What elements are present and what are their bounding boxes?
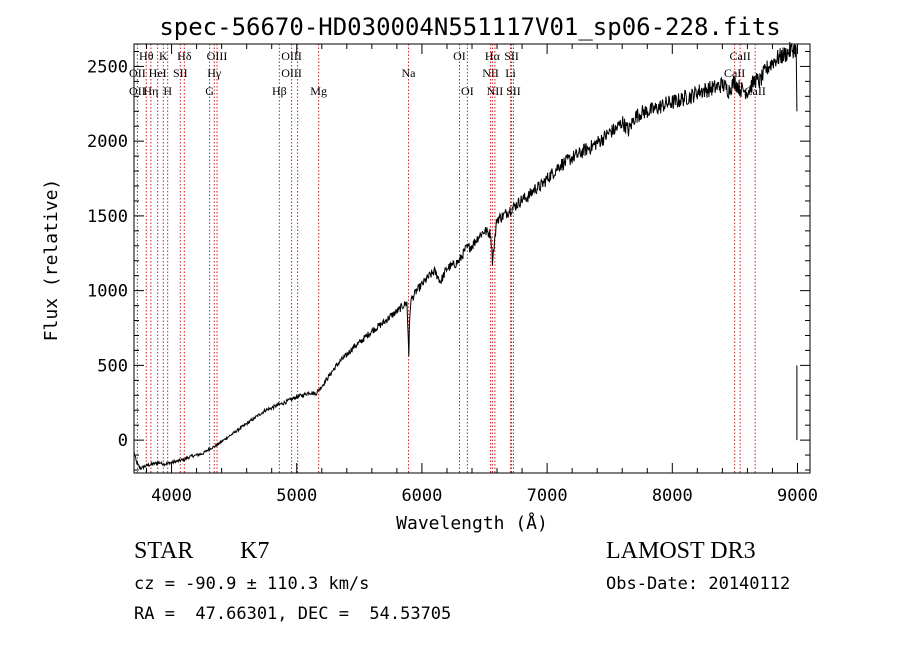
line-label: G <box>205 84 214 98</box>
line-label: Hθ <box>139 49 154 63</box>
redshift-velocity: cz = -90.9 ± 110.3 km/s <box>134 574 370 594</box>
x-tick-label: 5000 <box>276 486 317 506</box>
plot-frame <box>133 43 811 474</box>
line-label: OII <box>129 66 146 80</box>
y-tick-label: 2000 <box>87 132 128 152</box>
line-label: OIII <box>281 66 302 80</box>
line-label: H <box>163 84 172 98</box>
x-axis: 4000 5000 6000 7000 8000 9000 <box>146 44 818 506</box>
line-label: Hγ <box>207 66 222 80</box>
x-tick-label: 8000 <box>652 486 693 506</box>
object-class: STAR <box>134 538 194 564</box>
y-axis: 0 500 1000 1500 2000 2500 <box>87 50 810 471</box>
y-tick-label: 2500 <box>87 57 128 77</box>
line-label: Mg <box>310 84 327 98</box>
y-tick-label: 500 <box>97 356 128 376</box>
sky-coordinates: RA = 47.66301, DEC = 54.53705 <box>134 604 452 624</box>
line-label: Hα <box>485 49 501 63</box>
y-tick-label: 1000 <box>87 282 128 302</box>
x-tick-label: 9000 <box>777 486 818 506</box>
line-label: OI <box>461 84 474 98</box>
line-label: CaII <box>729 49 750 63</box>
line-label: SII <box>506 84 521 98</box>
line-label: Na <box>402 66 417 80</box>
x-axis-label: Wavelength (Å) <box>396 512 548 534</box>
observation-date: Obs-Date: 20140112 <box>606 574 791 594</box>
line-label: Hδ <box>177 49 192 63</box>
line-label: OII <box>129 84 146 98</box>
x-tick-label: 7000 <box>527 486 568 506</box>
survey-name: LAMOST DR3 <box>606 538 756 564</box>
y-axis-label: Flux (relative) <box>41 179 62 342</box>
spectral-line-markers <box>136 44 756 473</box>
line-label: Hβ <box>272 84 287 98</box>
y-tick-label: 1500 <box>87 207 128 227</box>
line-label: NII <box>482 66 499 80</box>
object-subclass: K7 <box>240 538 270 564</box>
line-label: OIII <box>207 49 228 63</box>
line-label: K <box>159 49 168 63</box>
line-label: NII <box>487 84 504 98</box>
line-label: Hη <box>143 84 158 98</box>
spectrum-line <box>133 41 798 471</box>
line-label: Li <box>505 66 516 80</box>
line-label: OI <box>453 49 466 63</box>
line-label: CaII <box>724 66 745 80</box>
y-tick-label: 0 <box>118 431 128 451</box>
line-label: SII <box>173 66 188 80</box>
line-label: SII <box>504 49 519 63</box>
spectral-line-labels: Hθ OII OII K H Hη HeI SII Hδ OIII Hγ G OIII OIII Hβ Mg N… <box>129 49 766 98</box>
x-tick-label: 4000 <box>151 486 192 506</box>
line-label: HeI <box>149 66 167 80</box>
line-label: OIII <box>281 49 302 63</box>
chart-title: spec-56670-HD030004N551117V01_sp06-228.f… <box>159 13 780 41</box>
x-tick-label: 6000 <box>401 486 442 506</box>
